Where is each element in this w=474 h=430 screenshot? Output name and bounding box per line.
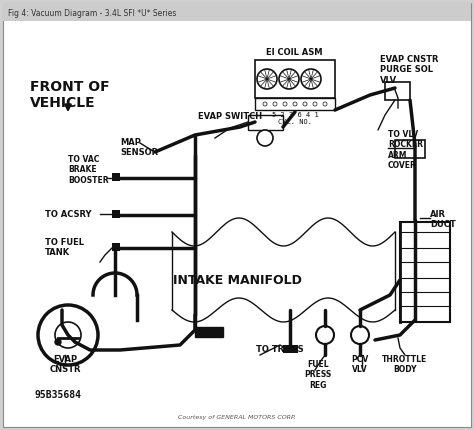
Bar: [385, 82, 410, 100]
Text: TO FUEL
TANK: TO FUEL TANK: [45, 238, 84, 258]
Circle shape: [323, 102, 327, 106]
Bar: [255, 98, 335, 110]
Circle shape: [301, 69, 321, 89]
Circle shape: [283, 102, 287, 106]
Text: THROTTLE
BODY: THROTTLE BODY: [383, 355, 428, 374]
Circle shape: [55, 339, 61, 345]
Text: Courtesy of GENERAL MOTORS CORP.: Courtesy of GENERAL MOTORS CORP.: [178, 415, 296, 420]
Text: EI COIL ASM: EI COIL ASM: [266, 48, 322, 57]
Circle shape: [55, 322, 81, 348]
Circle shape: [38, 305, 98, 365]
Circle shape: [293, 102, 297, 106]
Text: 5 2 3 6 4 1
CYL. NO.: 5 2 3 6 4 1 CYL. NO.: [272, 112, 319, 125]
Text: TO ACSRY: TO ACSRY: [45, 210, 91, 219]
Text: Fig 4: Vacuum Diagram - 3.4L SFI *U* Series: Fig 4: Vacuum Diagram - 3.4L SFI *U* Ser…: [8, 9, 176, 18]
Circle shape: [257, 130, 273, 146]
Text: MAP
SENSOR: MAP SENSOR: [120, 138, 158, 157]
Circle shape: [273, 102, 277, 106]
Bar: [283, 345, 298, 353]
Text: FRONT OF
VEHICLE: FRONT OF VEHICLE: [30, 80, 109, 110]
Circle shape: [351, 326, 369, 344]
Text: INTAKE MANIFOLD: INTAKE MANIFOLD: [173, 273, 301, 286]
Bar: [395, 140, 425, 158]
Bar: [112, 210, 120, 218]
Bar: [3, 3, 471, 21]
Bar: [195, 327, 223, 337]
Circle shape: [316, 326, 334, 344]
Bar: [248, 115, 283, 130]
Text: FUEL
PRESS
REG: FUEL PRESS REG: [304, 360, 332, 390]
Circle shape: [279, 69, 299, 89]
Bar: [112, 243, 120, 251]
Text: EVAP CNSTR
PURGE SOL
VLV: EVAP CNSTR PURGE SOL VLV: [380, 55, 438, 85]
Text: 95B35684: 95B35684: [35, 390, 82, 400]
Text: AIR
DUCT: AIR DUCT: [430, 210, 456, 229]
Circle shape: [303, 102, 307, 106]
Bar: [400, 222, 450, 322]
Text: EVAP
CNSTR: EVAP CNSTR: [49, 355, 81, 375]
Bar: [112, 173, 120, 181]
Text: TO VLV
ROCKER
ARM
COVER: TO VLV ROCKER ARM COVER: [388, 130, 423, 170]
Text: PCV
VLV: PCV VLV: [351, 355, 369, 375]
Circle shape: [263, 102, 267, 106]
Text: TO TRANS: TO TRANS: [256, 345, 304, 354]
Circle shape: [257, 69, 277, 89]
Text: EVAP SWITCH: EVAP SWITCH: [198, 112, 262, 121]
Text: TO VAC
BRAKE
BOOSTER: TO VAC BRAKE BOOSTER: [68, 155, 109, 185]
Circle shape: [313, 102, 317, 106]
Bar: [255, 60, 335, 98]
